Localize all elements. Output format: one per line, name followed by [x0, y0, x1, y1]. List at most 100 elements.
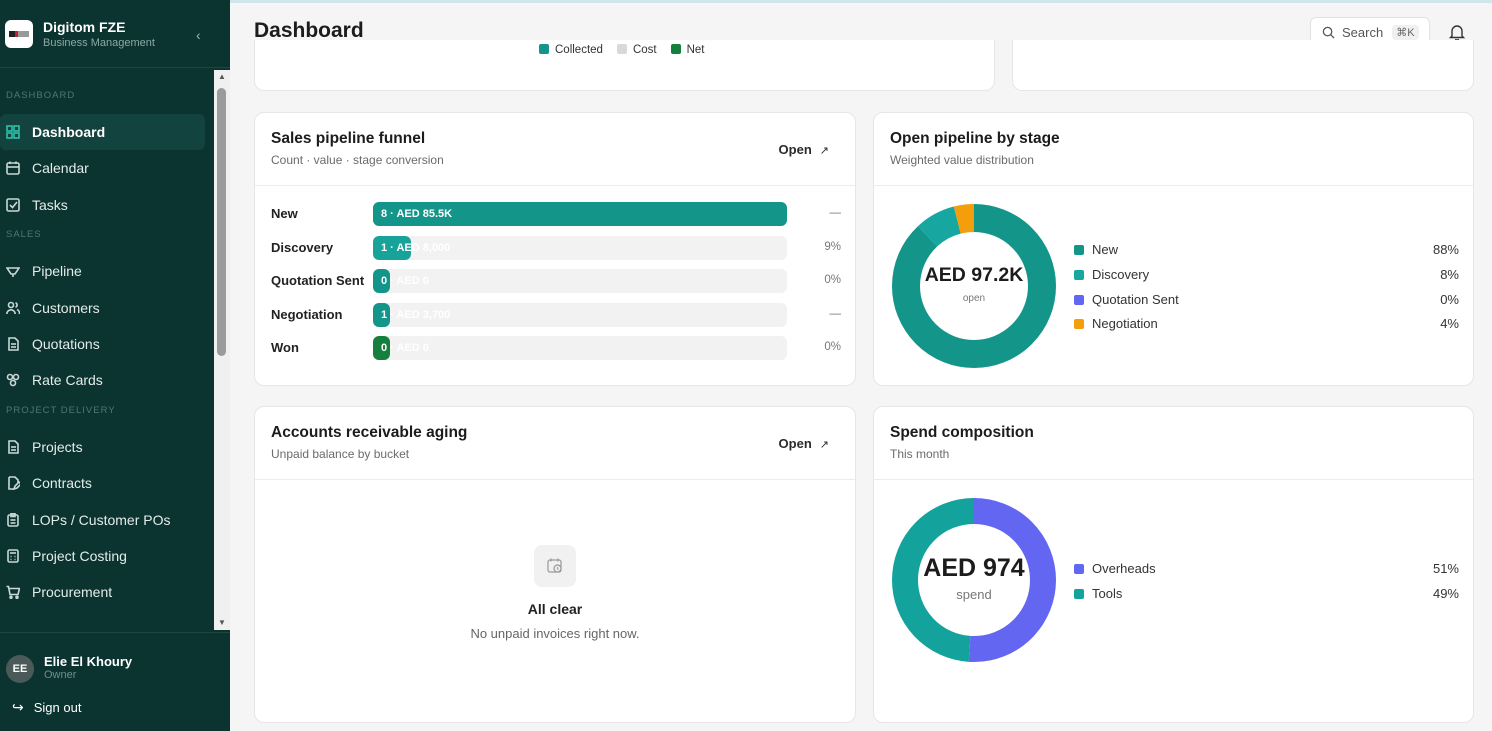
legend-item: Discovery 8%	[1074, 266, 1459, 286]
user-role: Owner	[44, 669, 77, 681]
legend-item: Quotation Sent 0%	[1074, 291, 1459, 311]
legend-item: Cost	[616, 44, 657, 56]
funnel-bar	[373, 269, 390, 293]
check-square-icon	[6, 197, 20, 212]
arrow-up-right-icon: ↗	[819, 439, 829, 451]
card-title: Sales pipeline funnel	[271, 130, 426, 147]
calendar-icon	[6, 161, 20, 176]
sidebar-item-rate-cards[interactable]: Rate Cards	[0, 362, 205, 398]
cart-icon	[6, 586, 20, 600]
open-funnel-link[interactable]: Open ↗	[779, 142, 829, 157]
scroll-up-arrow-icon[interactable]: ▲	[218, 72, 226, 81]
funnel-track: 1 · AED 3,700	[373, 302, 787, 327]
legend-item: Net	[670, 44, 705, 56]
funnel-row: Quotation Sent 0 · AED 0 0%	[271, 269, 841, 293]
sidebar-item-label: Project Costing	[32, 548, 127, 564]
donut-center-label: open	[962, 293, 986, 304]
sales-funnel-card: Sales pipeline funnel Count · value · st…	[254, 112, 856, 386]
legend-item: Collected	[539, 44, 603, 56]
legend-swatch	[539, 44, 549, 54]
sidebar-item-quotations[interactable]: Quotations	[0, 326, 205, 362]
funnel-stage-label: Discovery	[271, 239, 334, 255]
sidebar-item-tasks[interactable]: Tasks	[0, 187, 205, 223]
funnel-track: 1 · AED 8,000	[373, 235, 787, 260]
legend-item: Tools 49%	[1074, 585, 1459, 605]
donut-center-label: spend	[956, 587, 992, 602]
cashflow-card: Collected Cost Net	[254, 40, 995, 91]
funnel-stage-label: Negotiation	[271, 306, 343, 322]
collapse-sidebar-icon[interactable]: ‹	[196, 27, 201, 43]
donut-center-value: AED 974	[923, 554, 1025, 582]
legend-item: Overheads 51%	[1074, 560, 1459, 580]
sidebar-item-pipeline[interactable]: Pipeline	[0, 253, 205, 289]
funnel-bar-text: 1 · AED 8,000	[381, 241, 451, 254]
sidebar-item-label: LOPs / Customer POs	[32, 511, 171, 528]
empty-state-title: All clear	[527, 601, 583, 617]
legend-label: Quotation Sent	[1092, 291, 1179, 307]
funnel-row: Negotiation 1 · AED 3,700 —	[271, 302, 841, 327]
sidebar-item-customers[interactable]: Customers	[0, 290, 205, 326]
funnel-bar	[373, 336, 390, 360]
file-icon	[8, 337, 19, 351]
avatar[interactable]: EE	[6, 655, 34, 683]
sidebar-item-label: Tasks	[32, 196, 68, 213]
card-subtitle: Unpaid balance by bucket	[271, 447, 410, 461]
sidebar-section-label: PROJECT DELIVERY	[6, 404, 116, 416]
sidebar-item-label: Procurement	[32, 584, 113, 601]
scrollbar-thumb[interactable]	[217, 88, 226, 356]
funnel-bar-text: 0 · AED 0	[381, 342, 429, 354]
search-shortcut: ⌘K	[1392, 24, 1419, 40]
user-name: Elie El Khoury	[44, 654, 133, 669]
sidebar-section-label: SALES	[6, 229, 42, 241]
card-title: Accounts receivable aging	[271, 424, 468, 441]
spend-donut-chart	[892, 498, 1056, 662]
funnel-bar-text: 1 · AED 3,700	[381, 308, 451, 321]
sidebar-item-procurement[interactable]: Procurement	[0, 574, 205, 610]
funnel-stage-label: New	[271, 206, 298, 221]
page-title: Dashboard	[254, 19, 364, 42]
spend-composition-card: Spend composition This month AED 974 spe…	[873, 406, 1474, 723]
sidebar-item-calendar[interactable]: Calendar	[0, 150, 205, 186]
funnel-bar	[373, 202, 787, 226]
legend-swatch	[1074, 269, 1084, 280]
rate-card-icon	[6, 374, 20, 387]
open-ar-link[interactable]: Open ↗	[779, 436, 829, 451]
legend-label: New	[1092, 242, 1119, 257]
sidebar-scrollbar[interactable]: ▲ ▼	[214, 70, 230, 630]
sidebar-item-contracts[interactable]: Contracts	[0, 465, 205, 501]
sidebar-item-dashboard[interactable]: Dashboard	[0, 114, 205, 150]
calculator-icon	[7, 549, 19, 563]
funnel-conversion: 0%	[824, 274, 841, 286]
legend-swatch	[1074, 319, 1084, 330]
user-panel: EE Elie El Khoury Owner ↪ Sign out	[0, 632, 230, 731]
calendar-clock-icon	[534, 545, 576, 587]
sidebar-nav: DASHBOARD Dashboard Calendar Tasks SALES Pipe…	[0, 70, 214, 630]
sidebar-item-projects[interactable]: Projects	[0, 429, 205, 465]
card-title: Spend composition	[890, 424, 1034, 441]
empty-state-subtitle: No unpaid invoices right now.	[470, 626, 640, 641]
funnel-stage-label: Won	[271, 340, 299, 355]
sidebar-section-label: DASHBOARD	[6, 90, 76, 101]
sign-out-button[interactable]: ↪ Sign out	[12, 699, 81, 716]
legend-item: New 88%	[1074, 241, 1459, 261]
card-subtitle: Count · value · stage conversion	[271, 153, 444, 167]
legend-item: Negotiation 4%	[1074, 315, 1459, 335]
legend-percent: 51%	[1432, 561, 1459, 576]
brand-name: Digitom FZE	[43, 18, 126, 35]
users-icon	[6, 301, 20, 314]
funnel-bar	[373, 302, 390, 327]
pipeline-stage-card: Open pipeline by stage Weighted value di…	[873, 112, 1474, 386]
sign-out-icon: ↪	[12, 699, 24, 715]
sidebar-item-label: Rate Cards	[32, 372, 103, 389]
bell-icon[interactable]	[1448, 23, 1466, 41]
legend-swatch	[1074, 294, 1084, 305]
funnel-track: 0 · AED 0	[373, 269, 787, 293]
grid-icon	[6, 125, 20, 139]
sidebar-item-lops-customer-pos[interactable]: LOPs / Customer POs	[0, 502, 205, 538]
sidebar-item-label: Contracts	[32, 475, 92, 492]
sidebar-item-project-costing[interactable]: Project Costing	[0, 538, 205, 574]
scroll-down-arrow-icon[interactable]: ▼	[218, 618, 226, 627]
search-icon	[1322, 26, 1335, 39]
funnel-stage-label: Quotation Sent	[271, 273, 365, 288]
legend-label: Negotiation	[1092, 316, 1158, 332]
